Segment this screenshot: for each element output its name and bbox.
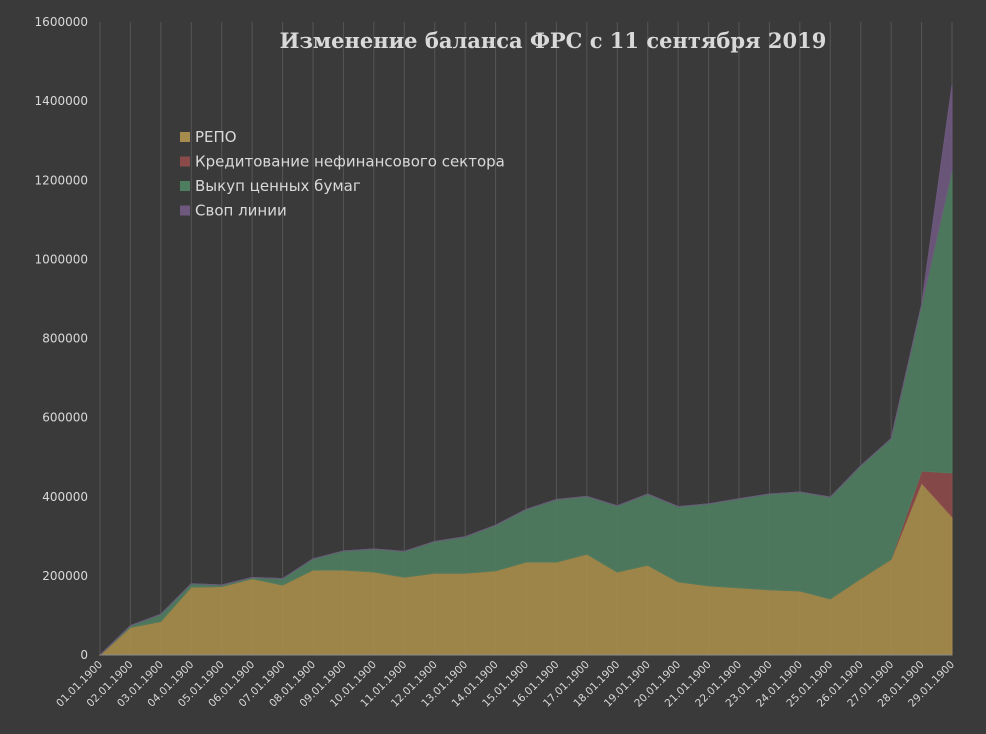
y-tick-label: 800000 <box>42 332 88 346</box>
chart-title: Изменение баланса ФРС с 11 сентября 2019 <box>280 28 827 53</box>
area-series-4 <box>99 85 953 656</box>
legend: РЕПО Кредитование нефинансового сектора Вы… <box>180 128 505 220</box>
legend-label: РЕПО <box>195 128 237 146</box>
y-tick-label: 1400000 <box>35 94 88 108</box>
y-tick-label: 1200000 <box>35 173 88 187</box>
legend-label: Выкуп ценных бумаг <box>195 177 361 195</box>
legend-label: Кредитование нефинансового сектора <box>195 153 505 171</box>
legend-swatch <box>180 132 190 142</box>
y-tick-label: 200000 <box>42 569 88 583</box>
legend-swatch <box>180 156 190 167</box>
legend-swatch <box>180 205 190 216</box>
y-tick-label: 1000000 <box>35 252 88 266</box>
y-tick-label: 0 <box>80 648 88 662</box>
legend-label: Своп линии <box>195 202 287 220</box>
y-tick-label: 1600000 <box>35 15 88 29</box>
y-tick-label: 400000 <box>42 490 88 504</box>
legend-swatch <box>180 181 190 191</box>
y-tick-label: 600000 <box>42 411 88 425</box>
areas <box>98 85 953 656</box>
y-axis: 0 200000 400000 600000 800000 1000000 1200000 1… <box>35 15 88 662</box>
